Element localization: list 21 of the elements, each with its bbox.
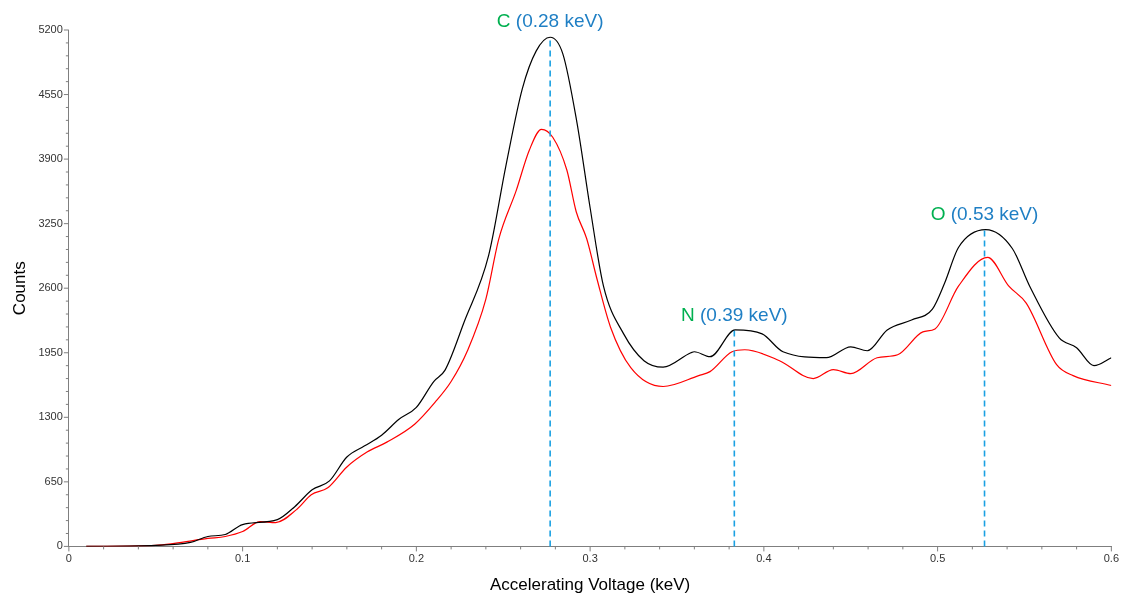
ref-line-label: O (0.53 keV)	[930, 203, 1039, 225]
y-tick-label: 3250	[38, 216, 63, 229]
y-tick-label: 1950	[38, 345, 63, 358]
ref-line-label: C (0.28 keV)	[496, 10, 604, 32]
ref-line-label: N (0.39 keV)	[681, 303, 788, 325]
y-axis-title: Counts	[9, 261, 29, 316]
y-tick-label: 3900	[38, 152, 63, 165]
y-tick-label: 5200	[38, 23, 63, 36]
x-tick-label: 0.1	[234, 552, 251, 565]
x-tick-label: 0.5	[929, 552, 946, 565]
x-tick-label: 0	[65, 552, 72, 565]
y-tick-label: 0	[56, 539, 63, 552]
x-tick-label: 0.2	[408, 552, 425, 565]
x-axis-title: Accelerating Voltage (keV)	[489, 575, 691, 595]
y-tick-label: 2600	[38, 281, 63, 294]
y-tick-label: 650	[44, 474, 63, 487]
y-tick-label: 1300	[38, 410, 63, 423]
x-tick-label: 0.4	[756, 552, 772, 565]
x-tick-label: 0.6	[1103, 552, 1119, 565]
y-tick-label: 4550	[38, 87, 63, 100]
x-tick-label: 0.3	[582, 552, 598, 565]
